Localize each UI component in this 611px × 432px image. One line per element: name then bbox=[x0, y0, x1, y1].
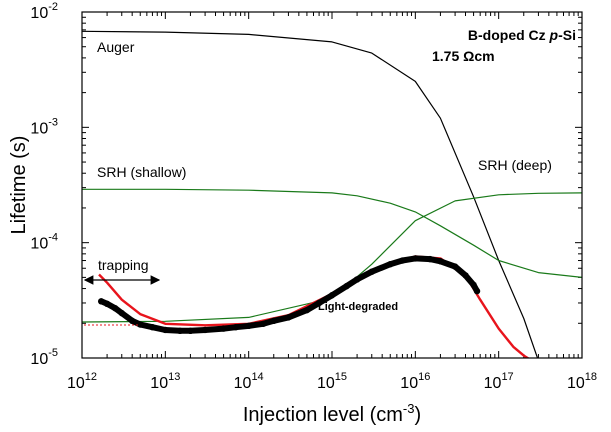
y-tick-label: 10-2 bbox=[30, 1, 58, 22]
data-point-measured bbox=[137, 321, 144, 328]
data-point-measured bbox=[285, 314, 292, 321]
data-point-measured bbox=[187, 327, 194, 335]
data-point-measured bbox=[328, 292, 336, 299]
tick-marks bbox=[81, 12, 582, 359]
series-line-auger bbox=[82, 30, 539, 358]
x-tick-label: 1012 bbox=[67, 371, 97, 392]
x-axis-title: Injection level (cm-3) bbox=[243, 401, 421, 426]
label-srh-shallow: SRH (shallow) bbox=[97, 164, 186, 180]
data-point-measured bbox=[245, 322, 252, 330]
x-tick-label: 1016 bbox=[400, 371, 430, 392]
data-point-measured bbox=[426, 255, 434, 263]
series-curves bbox=[82, 30, 582, 358]
data-point-measured bbox=[437, 258, 444, 265]
sample-label-line2: 1.75 Ωcm bbox=[432, 48, 495, 64]
data-point-measured bbox=[343, 282, 350, 290]
x-axis-title-exponent: -3 bbox=[403, 401, 415, 416]
x-tick-label: 1017 bbox=[484, 371, 514, 392]
y-tick-labels: 10-5 10-4 10-3 10-2 bbox=[30, 1, 58, 368]
sample-label-line1: B-doped Cz p-Si bbox=[468, 27, 576, 43]
data-point-measured bbox=[387, 261, 394, 268]
data-point-measured bbox=[176, 327, 184, 335]
data-point-measured bbox=[303, 306, 311, 314]
x-tick-label: 1015 bbox=[317, 371, 347, 392]
data-point-measured bbox=[220, 325, 227, 332]
x-tick-label: 1018 bbox=[567, 371, 597, 392]
data-point-measured bbox=[232, 323, 239, 331]
label-trapping: trapping bbox=[98, 257, 149, 273]
series-line-srh-shallow bbox=[82, 188, 582, 278]
data-point-measured bbox=[128, 317, 136, 325]
data-point-measured bbox=[118, 309, 125, 317]
data-point-measured bbox=[103, 300, 111, 308]
y-tick-label: 10-3 bbox=[30, 116, 58, 137]
data-point-measured bbox=[412, 255, 419, 262]
data-point-measured bbox=[451, 263, 459, 270]
series-line-srh-deep bbox=[82, 192, 582, 323]
data-point-measured bbox=[462, 272, 469, 279]
label-srh-deep: SRH (deep) bbox=[478, 157, 552, 173]
data-point-measured bbox=[260, 320, 267, 327]
y-tick-label: 10-5 bbox=[30, 347, 58, 368]
data-point-measured bbox=[473, 287, 481, 295]
data-point-measured bbox=[201, 326, 209, 334]
data-point-measured bbox=[149, 323, 156, 331]
x-tick-label: 1013 bbox=[150, 371, 180, 392]
plot-frame bbox=[81, 11, 583, 359]
data-point-measured bbox=[470, 281, 477, 289]
data-point-measured bbox=[353, 276, 361, 283]
data-point-measured bbox=[111, 305, 119, 312]
x-tick-labels: 1012 1013 1014 1015 1016 1017 1018 bbox=[67, 371, 597, 392]
y-tick-label: 10-4 bbox=[30, 232, 58, 253]
data-point-measured bbox=[162, 326, 169, 334]
data-point-measured bbox=[270, 317, 277, 325]
data-point-measured bbox=[315, 299, 323, 307]
data-point-measured bbox=[98, 298, 105, 305]
data-point-measured bbox=[399, 257, 406, 264]
x-tick-label: 1014 bbox=[234, 371, 264, 392]
label-light-degraded: Light-degraded bbox=[318, 301, 398, 313]
y-axis-title: Lifetime (s) bbox=[8, 136, 30, 235]
data-point-measured bbox=[368, 268, 375, 275]
label-auger: Auger bbox=[97, 39, 135, 55]
